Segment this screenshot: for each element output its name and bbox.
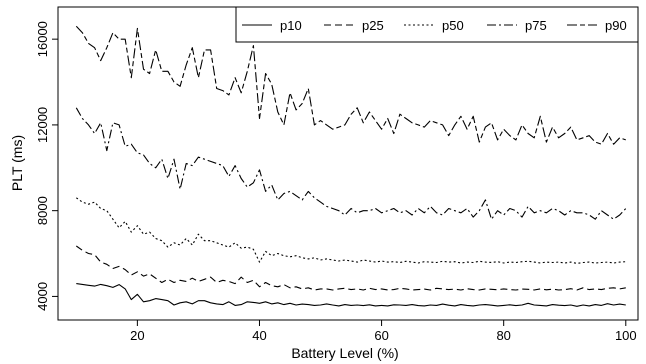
series-line-p75	[75, 107, 627, 220]
x-tick-label: 20	[130, 328, 144, 343]
series-layer	[75, 25, 627, 307]
plot-frame	[57, 6, 639, 321]
series-line-p50	[75, 197, 626, 264]
x-tick-label: 40	[252, 328, 266, 343]
x-tick-label: 60	[374, 328, 388, 343]
legend-label-p25: p25	[362, 18, 384, 33]
axis-layer: 20 40 60 80 100 4000 8000 12000 16000	[35, 21, 637, 343]
series-line-p10	[76, 283, 626, 307]
legend-label-p75: p75	[525, 18, 547, 33]
x-axis-title: Battery Level (%)	[291, 345, 398, 361]
series-line-p90	[75, 25, 626, 145]
y-axis-title: PLT (ms)	[9, 135, 25, 191]
x-tick-label: 80	[496, 328, 510, 343]
legend-label-p90: p90	[605, 18, 627, 33]
y-tick-label: 16000	[35, 21, 50, 57]
legend: p10 p25 p50 p75 p90	[235, 6, 639, 43]
legend-label-p10: p10	[280, 18, 302, 33]
y-tick-label: 4000	[35, 282, 50, 311]
x-tick-label: 100	[615, 328, 637, 343]
y-tick-label: 12000	[35, 107, 50, 143]
series-line-p25	[75, 245, 626, 291]
legend-label-p50: p50	[442, 18, 464, 33]
y-tick-label: 8000	[35, 196, 50, 225]
